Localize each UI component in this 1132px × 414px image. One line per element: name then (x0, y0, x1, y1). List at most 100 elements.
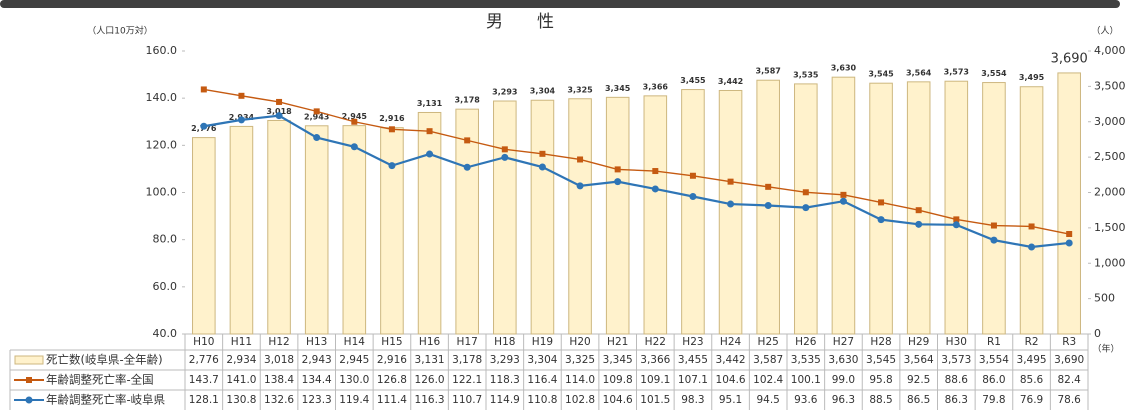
table-cell: 2,934 (226, 354, 256, 366)
x-tick-label: H17 (457, 336, 478, 348)
table-cell: 78.6 (1057, 394, 1081, 406)
x-tick-label: H27 (833, 336, 854, 348)
marker (538, 163, 546, 171)
legend-label: 死亡数(岐阜県-全年齢) (46, 353, 163, 367)
marker (275, 112, 283, 120)
table-cell: 122.1 (452, 374, 482, 386)
data-label: 3,564 (906, 68, 932, 77)
x-tick-label: H13 (306, 336, 327, 348)
y2-tick-label: 2,500 (1094, 150, 1126, 163)
table-cell: 95.8 (869, 374, 892, 386)
bar (605, 96, 630, 335)
x-tick-label: H18 (494, 336, 515, 348)
marker (237, 116, 245, 124)
table-cell: 102.8 (565, 394, 595, 406)
legend-label: 年齢調整死亡率-全国 (46, 373, 154, 387)
table-cell: 119.4 (339, 394, 369, 406)
table-cell: 2,945 (339, 354, 369, 366)
marker (765, 183, 772, 190)
y-tick-label: 80.0 (153, 233, 178, 246)
table-cell: 3,325 (565, 354, 595, 366)
marker (614, 178, 622, 186)
table-cell: 110.8 (527, 394, 557, 406)
table-cell: 123.3 (302, 394, 332, 406)
table-cell: 104.6 (603, 394, 633, 406)
marker (840, 191, 847, 198)
bar (530, 99, 555, 335)
x-tick-label: H10 (193, 336, 214, 348)
marker (501, 153, 509, 161)
table-cell: 86.0 (982, 374, 1005, 386)
data-label: 3,345 (605, 84, 631, 93)
y2-tick-label: 3,500 (1094, 79, 1126, 92)
table-cell: 3,293 (490, 354, 520, 366)
table-cell: 94.5 (756, 394, 779, 406)
table-cell: 102.4 (753, 374, 783, 386)
y-tick-label: 100.0 (146, 186, 178, 199)
x-tick-label: H29 (908, 336, 929, 348)
table-cell: 130.8 (226, 394, 256, 406)
table-cell: 79.8 (982, 394, 1005, 406)
x-tick-label: H14 (344, 336, 366, 348)
table-cell: 3,366 (640, 354, 670, 366)
bar (267, 119, 291, 335)
data-label: 3,630 (831, 64, 857, 73)
table-cell: 3,554 (979, 354, 1009, 366)
marker (350, 143, 358, 151)
table-cell: 109.1 (640, 374, 670, 386)
table-cell: 88.6 (945, 374, 969, 386)
y2-tick-label: 3,000 (1094, 115, 1126, 128)
legend-label: 年齢調整死亡率-岐阜県 (46, 393, 166, 407)
marker (651, 185, 659, 193)
bar (1057, 72, 1081, 335)
table-cell: 116.3 (415, 394, 445, 406)
table-cell: 2,916 (377, 354, 407, 366)
header-strip (0, 0, 1120, 8)
table-cell: 86.5 (907, 394, 930, 406)
legend-swatch (14, 355, 44, 365)
bar (380, 127, 404, 335)
marker (501, 146, 508, 153)
marker (276, 98, 283, 105)
marker (1065, 239, 1073, 247)
table-cell: 134.4 (302, 374, 332, 386)
x-tick-label: R1 (987, 336, 1001, 348)
data-label: 2,943 (304, 112, 329, 121)
bar (982, 82, 1006, 335)
table-cell: 2,943 (302, 354, 332, 366)
table-cell: 3,573 (941, 354, 971, 366)
table-cell: 85.6 (1020, 374, 1044, 386)
data-label: 3,366 (643, 82, 669, 91)
y-tick-label: 120.0 (146, 138, 178, 151)
table-cell: 130.0 (339, 374, 369, 386)
x-tick-label: H25 (758, 336, 779, 348)
bar (304, 125, 329, 335)
table-cell: 3,131 (415, 354, 445, 366)
marker (802, 189, 809, 196)
data-label: 3,325 (567, 85, 593, 94)
table-cell: 101.5 (640, 394, 670, 406)
marker (1066, 231, 1073, 238)
x-tick-label: H15 (381, 336, 402, 348)
y2-tick-label: 1,500 (1094, 221, 1126, 234)
y-tick-label: 60.0 (153, 280, 178, 293)
marker (953, 216, 960, 223)
data-label: 3,690 (1051, 51, 1088, 66)
table-cell: 88.5 (869, 394, 892, 406)
legend-marker (26, 377, 32, 383)
marker (539, 150, 546, 157)
y-tick-label: 40.0 (153, 327, 178, 340)
x-tick-label: R3 (1062, 336, 1076, 348)
table-cell: 138.4 (264, 374, 294, 386)
marker (915, 220, 923, 228)
x-tick-label: H22 (645, 336, 666, 348)
marker (877, 216, 885, 224)
table-cell: 3,630 (828, 354, 858, 366)
x-tick-label: R2 (1025, 336, 1039, 348)
table-cell: 3,345 (603, 354, 633, 366)
data-label: 3,293 (492, 88, 517, 97)
x-tick-label: H23 (682, 336, 703, 348)
marker (426, 150, 434, 158)
x-tick-label: H19 (532, 336, 553, 348)
table-cell: 3,690 (1054, 354, 1084, 366)
